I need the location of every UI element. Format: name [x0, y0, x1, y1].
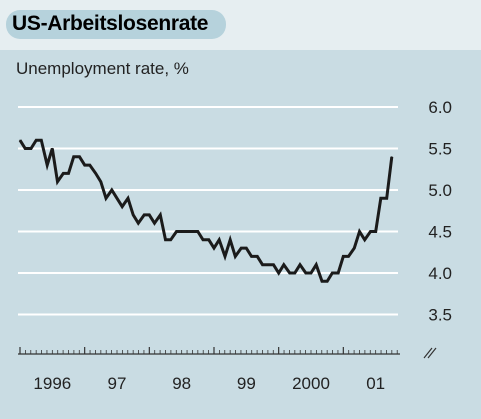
- data-point: [105, 197, 107, 199]
- title-highlight: US-Arbeitslosenrate: [6, 10, 227, 39]
- data-point: [175, 230, 178, 233]
- data-point: [132, 214, 134, 216]
- data-point: [35, 139, 37, 141]
- data-point: [100, 181, 102, 183]
- data-point: [278, 272, 280, 274]
- data-point: [240, 247, 242, 249]
- data-point: [208, 239, 210, 241]
- data-point: [380, 197, 382, 199]
- y-tick-label: 4.5: [428, 223, 452, 242]
- data-point: [159, 214, 161, 216]
- data-point: [19, 139, 21, 141]
- data-point: [181, 230, 183, 233]
- y-tick-label: 6.0: [428, 98, 452, 117]
- data-point: [89, 164, 91, 166]
- data-point: [326, 280, 328, 282]
- data-point: [342, 255, 344, 257]
- data-point: [245, 247, 247, 249]
- data-point: [73, 156, 75, 158]
- data-point: [261, 264, 264, 266]
- data-point: [116, 197, 118, 199]
- data-point: [386, 197, 388, 199]
- data-point: [30, 147, 32, 150]
- y-tick-label: 5.0: [428, 181, 452, 200]
- data-point: [137, 222, 139, 224]
- data-point: [267, 264, 269, 266]
- y-tick-label: 5.5: [428, 140, 452, 159]
- data-point: [315, 264, 317, 266]
- data-point: [95, 172, 97, 174]
- data-point: [321, 280, 323, 282]
- data-point: [84, 164, 86, 166]
- data-point: [218, 239, 220, 241]
- x-tick-label: 2000: [292, 374, 330, 393]
- data-point: [170, 239, 172, 241]
- x-tick-label: 97: [108, 374, 127, 393]
- x-tick-label: 99: [237, 374, 256, 393]
- data-point: [229, 239, 231, 241]
- data-point: [391, 156, 393, 158]
- chart-title: US-Arbeitslosenrate: [12, 12, 209, 35]
- data-point: [192, 230, 194, 233]
- data-point: [283, 264, 285, 266]
- axis-break-mark: [423, 347, 437, 359]
- data-point: [78, 156, 81, 158]
- data-point: [51, 147, 53, 150]
- data-point: [250, 255, 253, 257]
- data-point: [202, 239, 204, 241]
- data-point: [294, 272, 296, 274]
- data-point: [305, 272, 307, 274]
- data-point: [289, 272, 291, 274]
- data-point: [62, 172, 64, 174]
- data-point: [153, 222, 156, 224]
- data-point: [272, 264, 275, 266]
- x-tick-label: 01: [366, 374, 385, 393]
- data-point: [197, 230, 199, 233]
- y-tick-label: 3.5: [428, 306, 452, 325]
- data-point: [299, 264, 301, 266]
- data-point: [121, 206, 123, 208]
- data-point: [375, 230, 377, 233]
- data-point: [213, 247, 215, 249]
- data-point: [331, 272, 333, 274]
- data-point: [111, 189, 113, 191]
- data-point: [337, 272, 339, 274]
- x-tick-label: 98: [172, 374, 191, 393]
- data-point: [148, 214, 150, 216]
- data-point: [364, 239, 366, 241]
- data-point: [67, 172, 70, 174]
- data-point: [46, 164, 48, 166]
- data-point: [224, 255, 226, 257]
- data-point: [369, 230, 372, 233]
- data-point: [56, 181, 59, 183]
- data-point: [24, 147, 26, 150]
- data-point: [347, 255, 350, 257]
- data-point: [164, 239, 167, 241]
- data-point: [353, 247, 355, 249]
- data-point: [186, 230, 188, 233]
- data-point: [310, 272, 312, 274]
- data-point: [256, 255, 258, 257]
- series-line-unemployment: [18, 138, 394, 283]
- data-point: [234, 255, 236, 257]
- data-point: [143, 214, 145, 216]
- data-point: [40, 139, 42, 141]
- chart-subtitle: Unemployment rate, %: [16, 59, 189, 78]
- data-point: [127, 197, 129, 199]
- y-tick-label: 4.0: [428, 264, 452, 283]
- data-point: [358, 230, 361, 233]
- x-tick-label: 1996: [33, 374, 71, 393]
